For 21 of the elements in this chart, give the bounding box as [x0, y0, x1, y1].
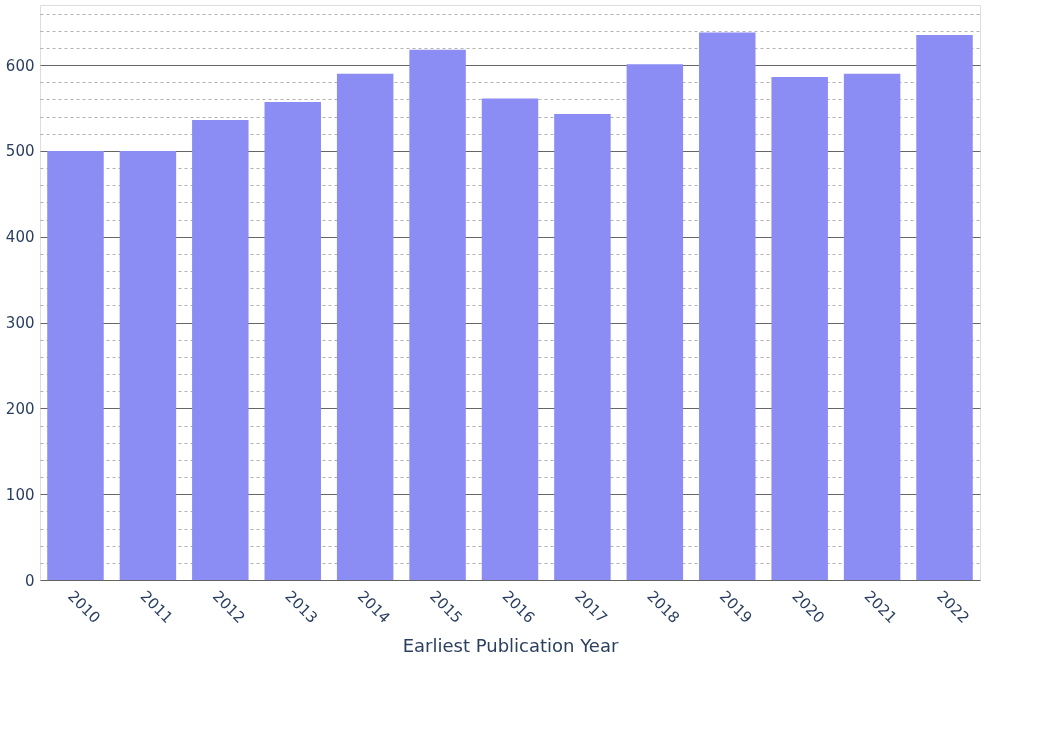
y-tick-label: 0: [24, 571, 35, 590]
bar: [916, 35, 973, 580]
bar: [554, 113, 611, 580]
bar: [119, 150, 177, 580]
bar: [192, 120, 249, 580]
y-tick-label: 100: [5, 485, 35, 504]
bar: [264, 101, 321, 580]
bar: [626, 64, 684, 580]
bar: [771, 77, 828, 580]
y-tick-label: 500: [5, 142, 35, 161]
y-tick-label: 200: [5, 399, 35, 418]
bar: [481, 98, 539, 580]
bar: [699, 32, 756, 580]
y-tick-label: 600: [5, 56, 35, 75]
x-axis-title: Earliest Publication Year: [402, 635, 619, 657]
bar: [409, 49, 466, 580]
y-tick-label: 400: [5, 228, 35, 247]
y-tick-label: 300: [5, 314, 35, 333]
bar: [843, 73, 901, 580]
bar: [47, 150, 104, 580]
bar: [336, 73, 394, 580]
